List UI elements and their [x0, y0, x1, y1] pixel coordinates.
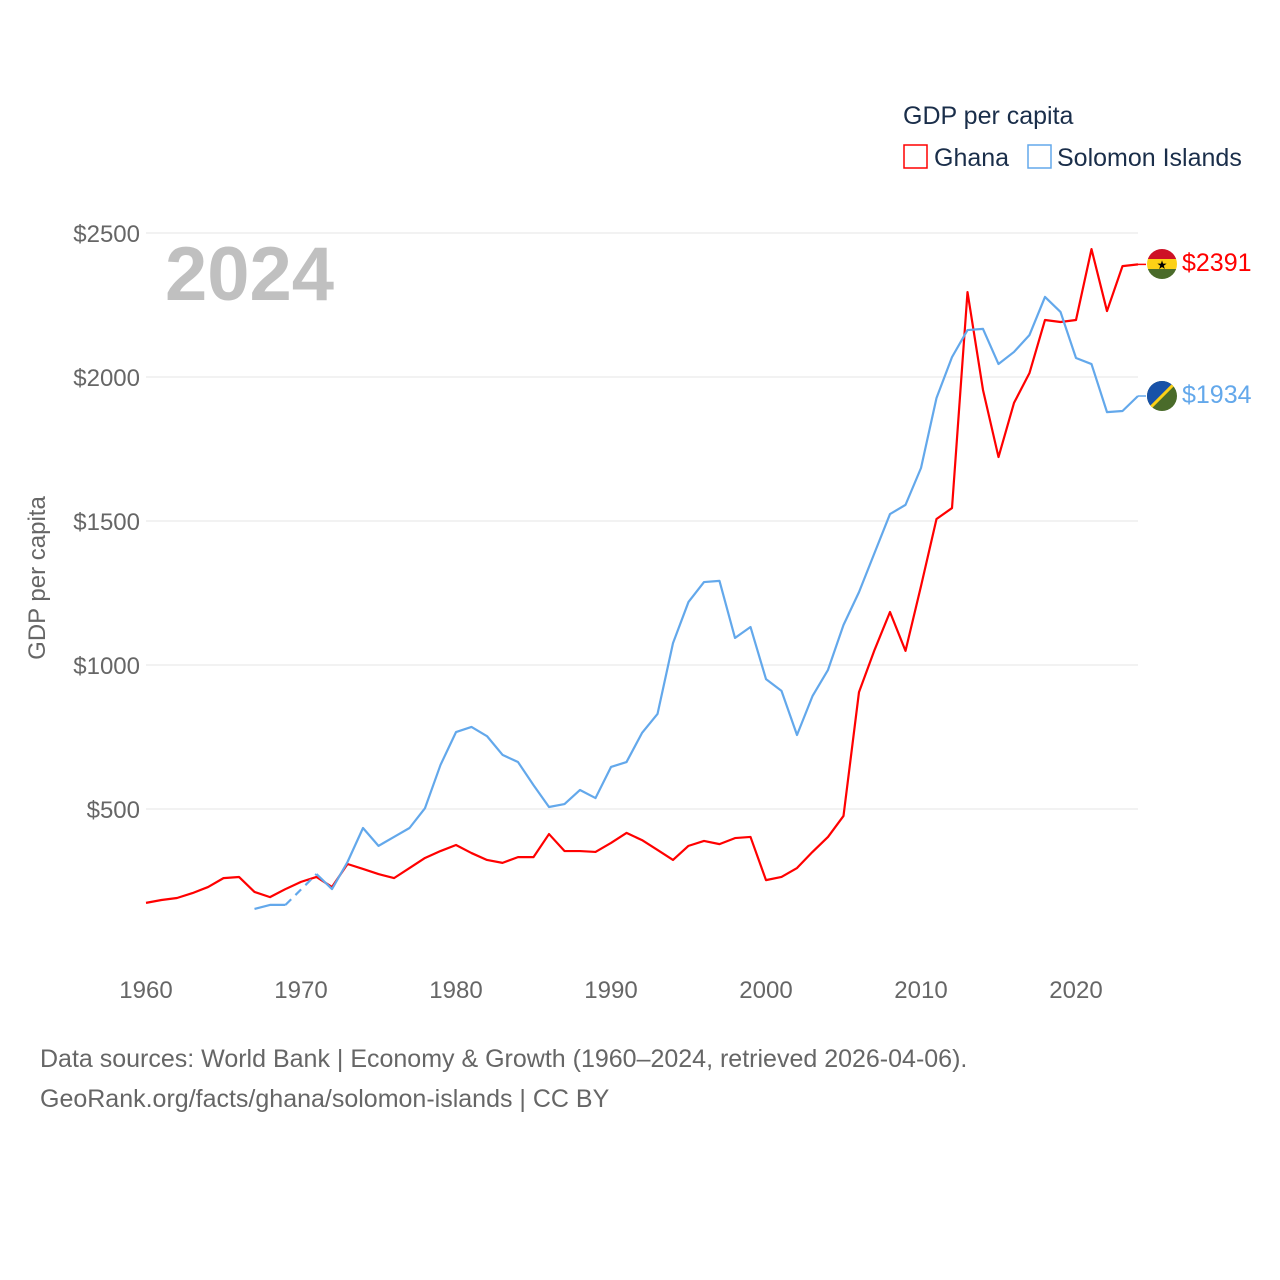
y-tick-label: $1500: [73, 509, 140, 536]
series-line-ghana: [145, 248, 1139, 904]
legend-label-solomon-islands[interactable]: Solomon Islands: [1057, 144, 1242, 172]
y-tick-label: $500: [87, 797, 140, 824]
y-axis-label: GDP per capita: [24, 496, 51, 660]
solomon-islands-flag-icon: [1147, 381, 1177, 411]
x-tick-label: 1990: [584, 977, 637, 1004]
legend-swatch-ghana: [903, 144, 928, 169]
ghana-flag-icon: ★: [1147, 249, 1177, 279]
y-tick-label: $2000: [73, 365, 140, 392]
year-label: 2024: [165, 232, 334, 317]
ghana-end-value: $2391: [1182, 249, 1252, 277]
series-line-solomon-islands: [315, 295, 1139, 891]
legend-label-ghana[interactable]: Ghana: [934, 144, 1009, 172]
svg-text:★: ★: [1157, 258, 1168, 272]
y-tick-label: $2500: [73, 221, 140, 248]
series-gap-dashed: [284, 873, 318, 906]
solomon-islands-end-value: $1934: [1182, 381, 1252, 409]
line-chart: $500 $1000 $1500 $2000 $2500 1960 1970 1980 1990…: [24, 102, 1252, 1004]
legend-title: GDP per capita: [903, 102, 1074, 130]
x-tick-label: 2000: [739, 977, 792, 1004]
source-line-2[interactable]: GeoRank.org/facts/ghana/solomon-islands …: [40, 1085, 610, 1113]
x-tick-label: 1970: [274, 977, 327, 1004]
x-tick-label: 2020: [1049, 977, 1102, 1004]
x-tick-label: 1980: [429, 977, 482, 1004]
series-line-solomon-islands: [254, 903, 286, 911]
x-tick-label: 2010: [894, 977, 947, 1004]
y-tick-label: $1000: [73, 653, 140, 680]
legend-swatch-solomon-islands: [1027, 144, 1052, 169]
source-line-1: Data sources: World Bank | Economy & Gro…: [40, 1045, 968, 1073]
x-tick-label: 1960: [119, 977, 172, 1004]
